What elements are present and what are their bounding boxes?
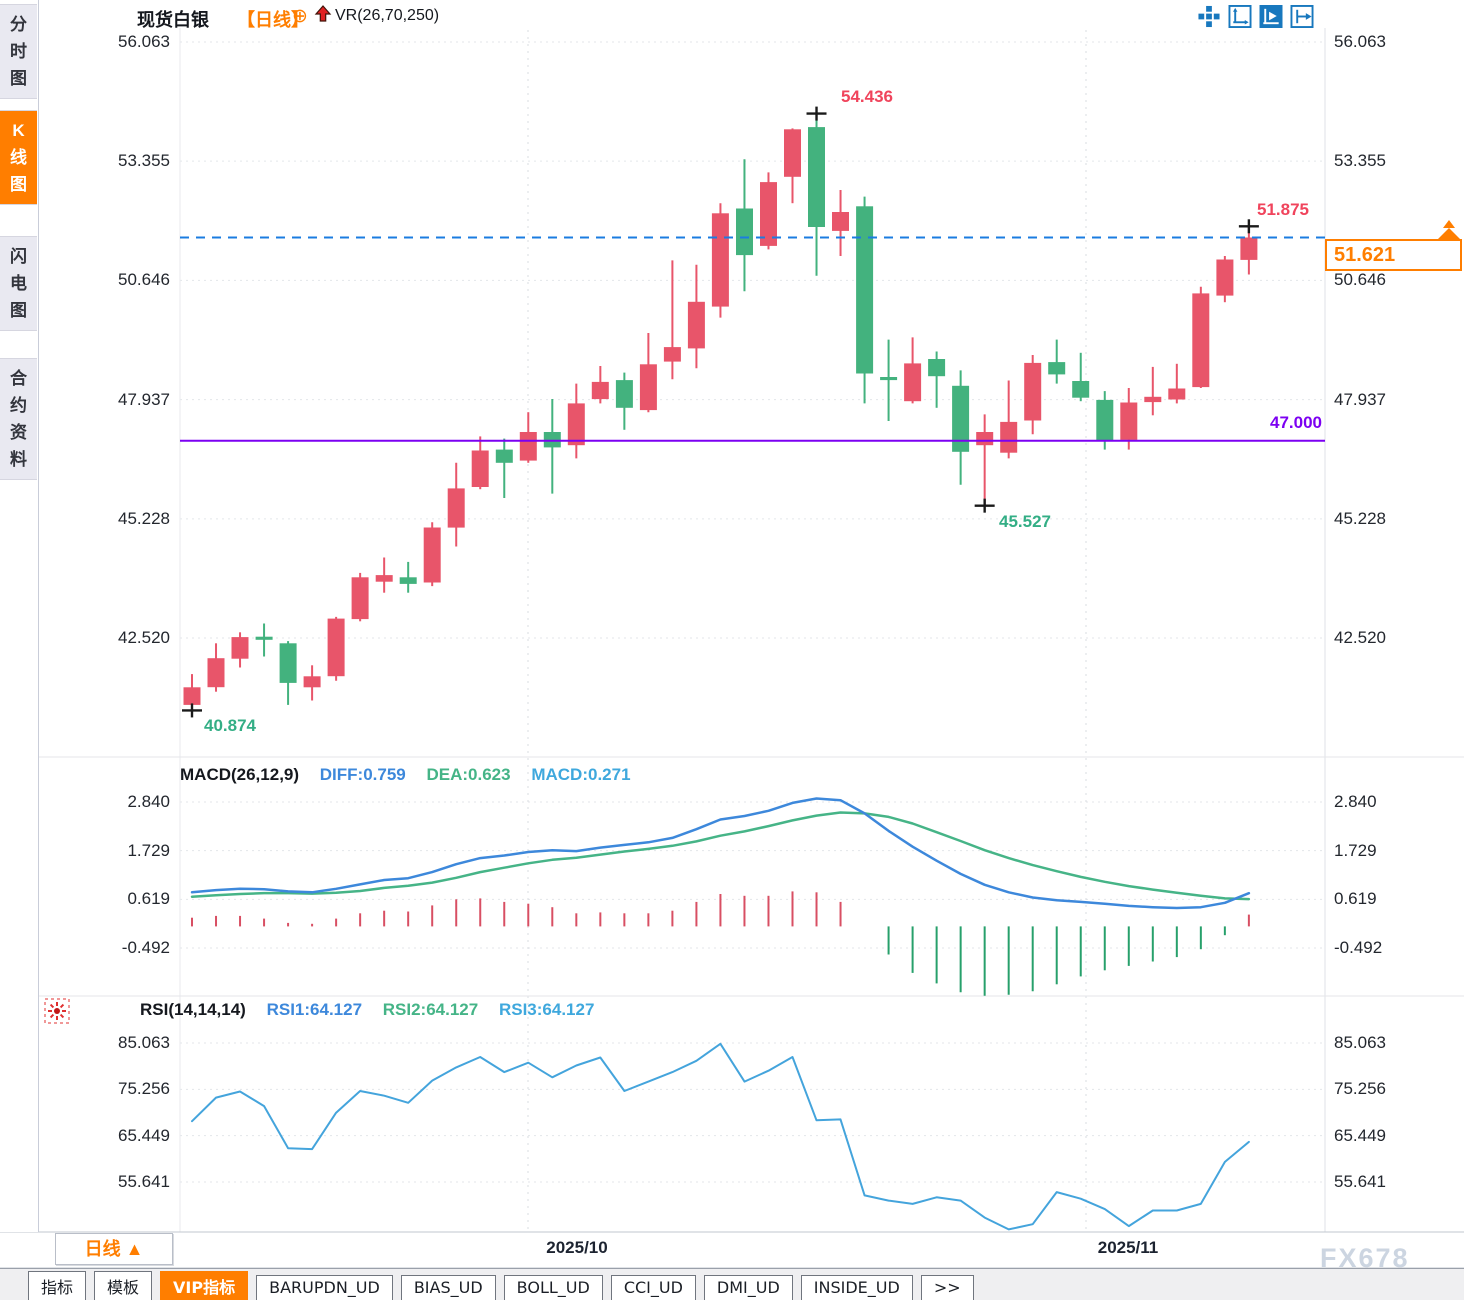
macd-value: MACD:0.271: [531, 765, 631, 784]
macd-axis-label: 2.840: [127, 792, 170, 811]
red-up-arrow-icon: [314, 4, 332, 33]
price-axis-label: 50.646: [1334, 270, 1386, 290]
macd-axis-label: 0.619: [127, 889, 170, 909]
price-axis-label: 45.228: [1334, 508, 1386, 528]
scroll-to-latest-icon[interactable]: [1290, 5, 1314, 28]
annotation-support-level: 47.000: [1270, 413, 1322, 432]
bottom-tab-3[interactable]: BARUPDN_UD: [256, 1275, 393, 1300]
rsi-axis-label: 65.449: [118, 1125, 170, 1145]
pan-crosshair-icon[interactable]: [1197, 5, 1221, 28]
bottom-tab-8[interactable]: INSIDE_UD: [800, 1275, 913, 1300]
rsi3-value: RSI3:64.127: [498, 1000, 595, 1019]
price-axis-label: 56.063: [1334, 32, 1386, 51]
current-price-box: 51.621: [1325, 239, 1462, 271]
indicator-alert-icon[interactable]: [44, 998, 70, 1029]
add-overlay-icon[interactable]: ⊕: [292, 6, 308, 27]
annotation-last-high: 51.875: [1257, 200, 1309, 219]
sidebar-tab-2[interactable]: 闪 电 图: [0, 236, 37, 331]
symbol-title: 现货白银: [137, 10, 209, 30]
rsi-axis-label: 75.256: [1334, 1079, 1386, 1099]
date-label-oct: 2025/10: [546, 1238, 608, 1257]
rsi1-value: RSI1:64.127: [266, 1000, 363, 1019]
macd-label: MACD(26,12,9): [180, 765, 300, 784]
indicator-title: VR(26,70,250): [335, 7, 440, 24]
left-sidebar: 分 时 图 K 线 图闪 电 图合 约 资 料: [0, 0, 39, 1232]
annotation-swing-low: 45.527: [999, 512, 1051, 531]
rsi-label: RSI(14,14,14): [140, 1000, 246, 1019]
period-selector-label: 日线: [84, 1239, 121, 1259]
bottom-tab-2[interactable]: VIP指标: [160, 1271, 249, 1300]
macd-diff-value: DIFF:0.759: [319, 765, 406, 784]
period-tag: 【日线】: [237, 10, 309, 30]
date-label-nov: 2025/11: [1097, 1238, 1159, 1257]
rsi-axis-label: 85.063: [118, 1033, 170, 1052]
macd-axis-label: -0.492: [121, 938, 170, 957]
macd-axis-label: -0.492: [1334, 938, 1383, 957]
price-axis-label: 45.228: [118, 508, 170, 528]
sidebar-tab-3[interactable]: 合 约 资 料: [0, 358, 37, 480]
price-axis-label: 42.520: [1334, 627, 1386, 647]
sidebar-tab-1[interactable]: K 线 图: [0, 110, 37, 205]
period-selector[interactable]: 日线 ▲: [55, 1233, 173, 1265]
price-axis-label: 53.355: [118, 151, 170, 171]
chevron-up-icon: ▲: [125, 1239, 144, 1259]
bottom-tab-4[interactable]: BIAS_UD: [400, 1275, 496, 1300]
rsi-pane-header: RSI(14,14,14) RSI1:64.127 RSI2:64.127 RS…: [140, 1000, 594, 1020]
rsi-axis-label: 55.641: [118, 1171, 170, 1191]
price-axis-label: 56.063: [118, 32, 170, 51]
rsi-axis-label: 75.256: [118, 1079, 170, 1099]
price-axis-label: 47.937: [118, 389, 170, 409]
annotation-high: 54.436: [841, 87, 893, 106]
price-axis-label: 47.937: [1334, 389, 1386, 409]
price-axis-label: 42.520: [118, 627, 170, 647]
rsi-axis-label: 55.641: [1334, 1171, 1386, 1191]
bottom-tab-strip: 指标 模板 VIP指标 BARUPDN_UD BIAS_UD BOLL_UD CCI_UD D…: [0, 1268, 1464, 1300]
macd-pane-header: MACD(26,12,9) DIFF:0.759 DEA:0.623 MACD:…: [180, 765, 631, 785]
rsi-axis-label: 65.449: [1334, 1125, 1386, 1145]
axis-auto-fit-icon[interactable]: [1259, 5, 1283, 28]
price-axis-label: 53.355: [1334, 151, 1386, 171]
bottom-tab-7[interactable]: DMI_UD: [703, 1275, 793, 1300]
macd-dea-value: DEA:0.623: [426, 765, 511, 784]
macd-axis-label: 1.729: [127, 840, 170, 860]
annotation-low: 40.874: [204, 716, 256, 735]
sidebar-tab-0[interactable]: 分 时 图: [0, 4, 37, 99]
rsi-axis-label: 85.063: [1334, 1033, 1386, 1052]
macd-axis-label: 1.729: [1334, 840, 1377, 860]
macd-axis-label: 2.840: [1334, 792, 1377, 811]
rsi2-value: RSI2:64.127: [382, 1000, 479, 1019]
axis-range-icon[interactable]: [1228, 5, 1252, 28]
bottom-tab-5[interactable]: BOLL_UD: [503, 1275, 603, 1300]
bottom-tab-0[interactable]: 指标: [28, 1271, 87, 1300]
price-axis-label: 50.646: [118, 270, 170, 290]
bottom-tab-6[interactable]: CCI_UD: [610, 1275, 696, 1300]
bottom-tab-9[interactable]: >>: [920, 1275, 974, 1300]
chart-toolbar: [1197, 5, 1314, 28]
macd-axis-label: 0.619: [1334, 889, 1377, 909]
bottom-tab-1[interactable]: 模板: [94, 1271, 153, 1300]
